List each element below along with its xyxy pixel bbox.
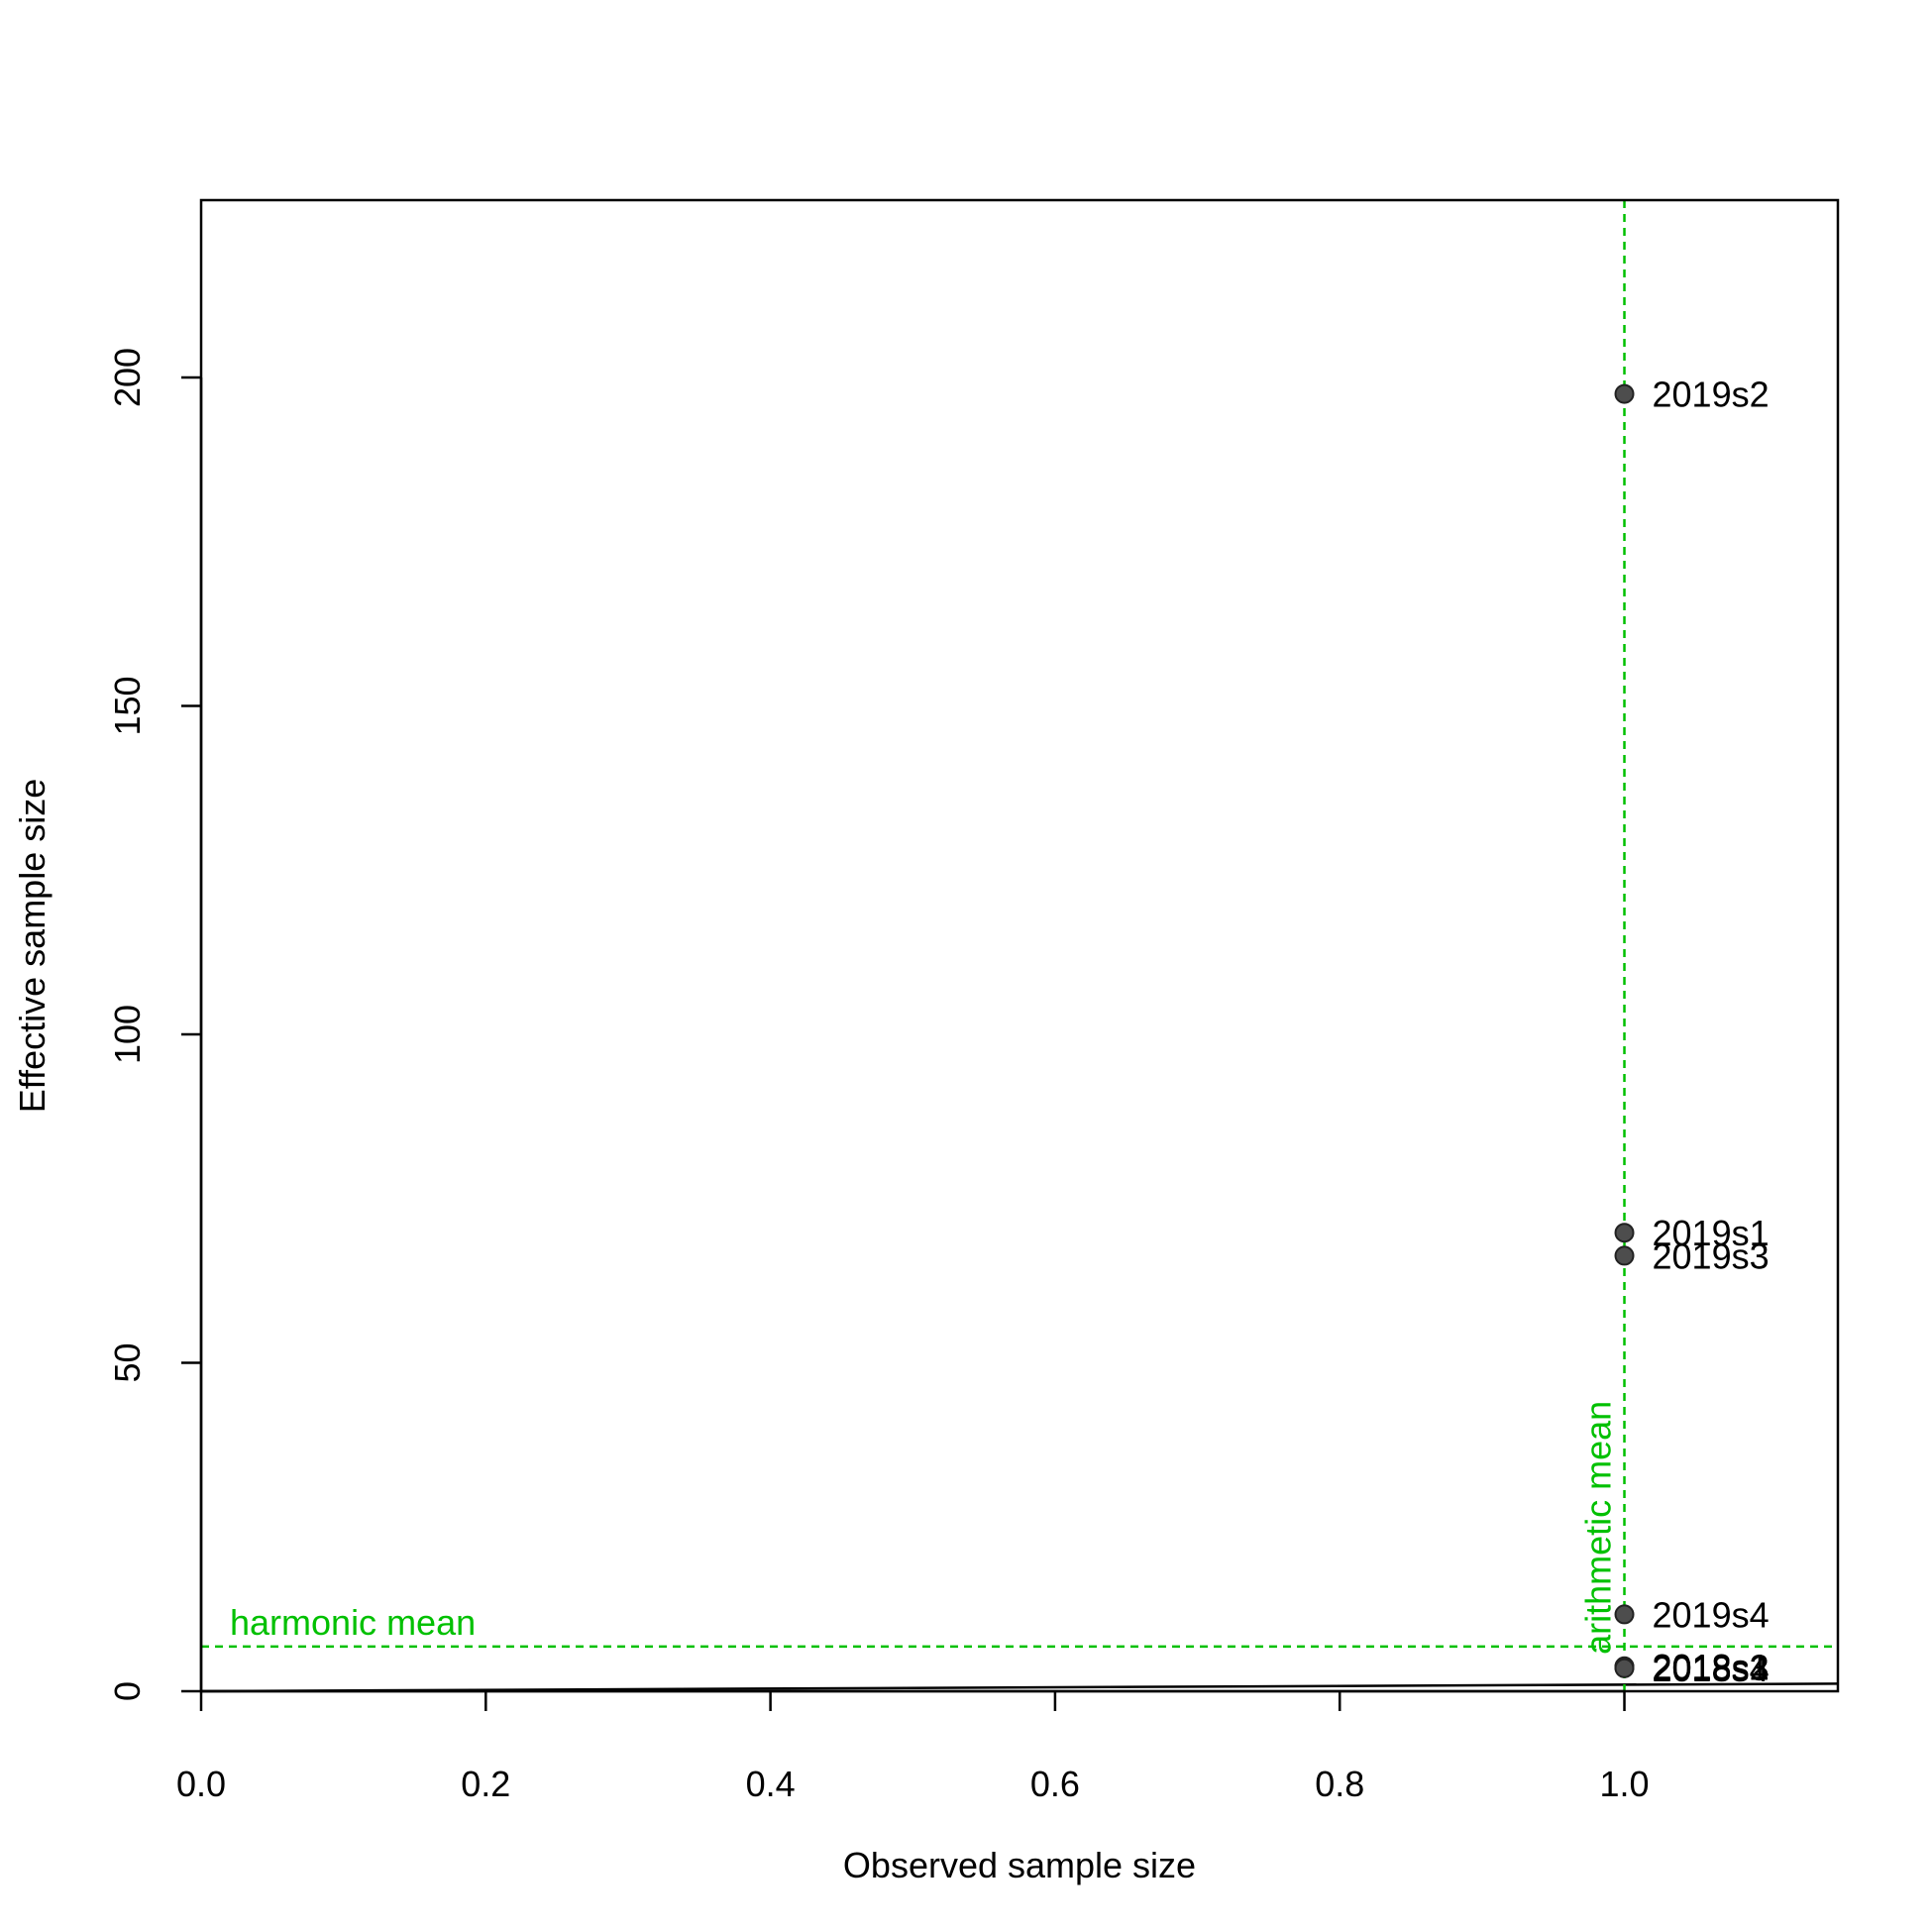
y-tick-label: 50 <box>107 1342 148 1382</box>
point-label: 2018s4 <box>1653 1649 1770 1689</box>
y-tick-label: 200 <box>107 348 148 407</box>
x-tick-label: 0.0 <box>176 1764 226 1804</box>
data-point <box>1614 1245 1635 1266</box>
point-label: 2019s3 <box>1653 1235 1770 1276</box>
point-label: 2019s1 <box>1653 1213 1770 1253</box>
y-tick-label: 100 <box>107 1005 148 1064</box>
point-label: 2019s2 <box>1653 375 1770 415</box>
y-axis: 0 50 100 150 200 <box>107 348 203 1701</box>
point-label: 2019s4 <box>1653 1594 1770 1635</box>
point-label: 2018s1 <box>1653 1647 1770 1687</box>
data-point <box>1614 1604 1635 1625</box>
x-axis-label: Observed sample size <box>843 1845 1196 1885</box>
identity-line <box>200 1682 1839 1693</box>
data-point <box>1614 1658 1635 1678</box>
x-tick-label: 1.0 <box>1599 1764 1649 1804</box>
x-tick-label: 0.8 <box>1315 1764 1364 1804</box>
y-axis-label: Effective sample size <box>12 779 53 1113</box>
x-tick-label: 0.4 <box>746 1764 796 1804</box>
point-label: 2018s2 <box>1653 1647 1770 1687</box>
harmonic-mean-label: harmonic mean <box>230 1602 476 1643</box>
identity-line-layer <box>200 1682 1839 1693</box>
x-tick-label: 0.2 <box>461 1764 510 1804</box>
arithmetic-mean-label: arithmetic mean <box>1578 1401 1619 1655</box>
data-point <box>1614 1223 1635 1243</box>
y-tick-label: 0 <box>107 1681 148 1701</box>
y-tick-label: 150 <box>107 676 148 735</box>
x-tick-label: 0.6 <box>1030 1764 1080 1804</box>
data-point <box>1614 383 1635 404</box>
x-axis: 0.0 0.2 0.4 0.6 0.8 1.0 <box>176 1689 1650 1804</box>
plot-frame <box>199 198 1840 1693</box>
reference-lines-layer: harmonic mean arithmetic mean <box>201 200 1838 1691</box>
point-label: 2018s3 <box>1653 1648 1770 1688</box>
